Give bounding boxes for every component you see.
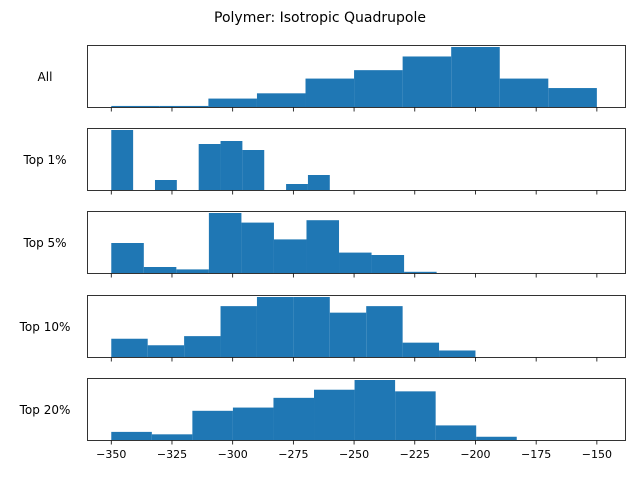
x-tick-label: −300 xyxy=(218,448,248,461)
histogram-bar xyxy=(176,269,209,273)
histogram-bar xyxy=(242,150,265,190)
panel-label-all: All xyxy=(38,70,53,84)
histogram-bar xyxy=(241,222,274,273)
histogram-bar xyxy=(439,350,476,357)
chart-title: Polymer: Isotropic Quadrupole xyxy=(214,10,426,26)
histogram-bar xyxy=(143,267,177,273)
histogram-bar xyxy=(329,312,367,357)
histogram-bar xyxy=(395,391,436,440)
panel-label-top-1: Top 1% xyxy=(22,153,66,167)
histogram-bar xyxy=(402,56,452,107)
histogram-bar xyxy=(220,306,257,357)
histogram-bar xyxy=(111,105,160,107)
histogram-bar xyxy=(256,297,294,357)
histogram-panels: All Top 1% Top 5% Top 10% Top 20% −350 −325 −30… xyxy=(19,45,626,461)
axes-frame xyxy=(87,211,626,274)
histogram-panel: Top 5% xyxy=(22,211,626,278)
panel-label-top-20: Top 20% xyxy=(19,403,71,417)
histogram-bar xyxy=(273,397,315,440)
histogram-bar xyxy=(159,105,209,107)
histogram-bar xyxy=(366,306,403,357)
histogram-bar xyxy=(151,434,193,440)
histogram-bar xyxy=(404,271,437,273)
x-tick-label: −325 xyxy=(157,448,187,461)
histogram-bar xyxy=(354,70,403,107)
histogram-bar xyxy=(307,175,330,190)
histogram-bar xyxy=(293,297,330,357)
histogram-bar xyxy=(192,410,233,440)
x-tick-label: −250 xyxy=(339,448,369,461)
histogram-panel: Top 1% xyxy=(22,128,626,195)
panel-label-top-5: Top 5% xyxy=(22,236,66,250)
histogram-bar xyxy=(306,220,340,273)
histogram-bar xyxy=(548,88,597,107)
axes-frame xyxy=(87,378,626,441)
histogram-panel: All xyxy=(38,45,626,112)
axes-frame xyxy=(87,295,626,358)
histogram-panel: Top 10% xyxy=(19,295,626,362)
histogram-bar xyxy=(476,436,517,440)
histogram-bar xyxy=(273,239,307,273)
x-tick-label: −200 xyxy=(460,448,490,461)
x-tick-label: −225 xyxy=(400,448,430,461)
histogram-panel: Top 20% xyxy=(19,378,626,445)
panel-label-top-10: Top 10% xyxy=(19,320,71,334)
histogram-bar xyxy=(339,252,372,273)
histogram-bar xyxy=(208,98,257,107)
histogram-bar xyxy=(435,425,477,440)
histogram-bar xyxy=(147,345,185,357)
x-tick-label: −150 xyxy=(582,448,612,461)
histogram-bar xyxy=(232,407,274,440)
axes-frame xyxy=(87,128,626,191)
histogram-bar xyxy=(314,389,355,440)
histogram-bar xyxy=(305,78,355,107)
histogram-bar xyxy=(499,78,549,107)
histogram-bar xyxy=(220,141,243,190)
x-tick-label: −350 xyxy=(96,448,126,461)
histogram-bar xyxy=(184,336,221,357)
histogram-bar xyxy=(286,184,308,190)
histogram-bar xyxy=(371,255,405,273)
histogram-bar xyxy=(208,213,242,273)
histogram-bar xyxy=(402,342,440,357)
histogram-bar xyxy=(154,180,177,190)
histogram-bar xyxy=(198,144,221,190)
histogram-bar xyxy=(111,243,144,273)
histogram-bar xyxy=(111,431,152,440)
histogram-bar xyxy=(354,380,396,440)
histogram-bar xyxy=(111,338,148,357)
x-tick-label: −275 xyxy=(278,448,308,461)
histogram-bar xyxy=(451,47,500,107)
histogram-bar xyxy=(111,130,134,190)
x-tick-label: −175 xyxy=(521,448,551,461)
histogram-bar xyxy=(256,93,306,107)
axes-frame xyxy=(87,45,626,108)
